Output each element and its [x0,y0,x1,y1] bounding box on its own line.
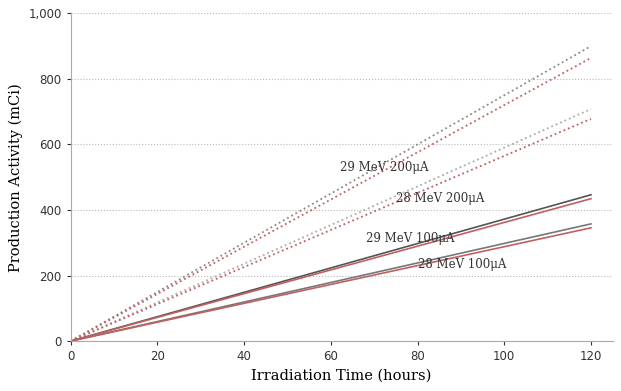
Text: 29 MeV 100μA: 29 MeV 100μA [366,232,454,246]
Text: 28 MeV 200μA: 28 MeV 200μA [396,192,484,205]
X-axis label: Irradiation Time (hours): Irradiation Time (hours) [252,369,432,383]
Y-axis label: Production Activity (mCi): Production Activity (mCi) [8,83,23,272]
Text: 28 MeV 100μA: 28 MeV 100μA [417,258,506,271]
Text: 29 MeV 200μA: 29 MeV 200μA [340,161,428,174]
